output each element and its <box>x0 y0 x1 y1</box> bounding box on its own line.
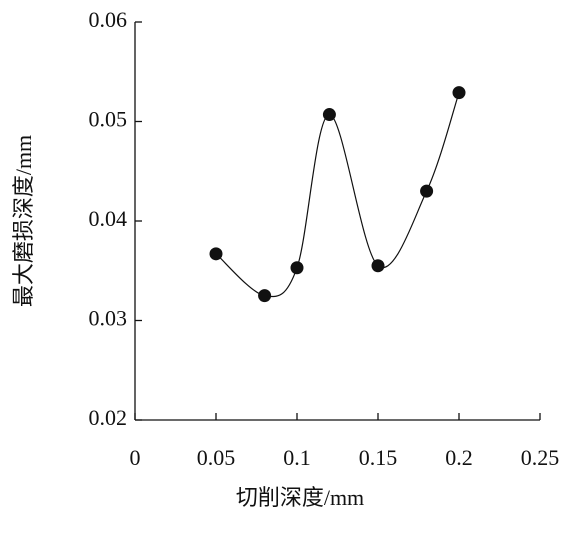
x-axis-label: 切削深度/mm <box>236 485 364 510</box>
x-tick-label: 0.1 <box>283 445 311 470</box>
x-tick-label: 0 <box>130 445 141 470</box>
data-point <box>290 261 304 275</box>
x-tick-label: 0.05 <box>197 445 236 470</box>
y-tick-label: 0.03 <box>89 306 128 331</box>
y-tick-label: 0.04 <box>89 206 128 231</box>
x-tick-label: 0.2 <box>445 445 473 470</box>
data-point <box>452 86 466 100</box>
x-tick-label: 0.15 <box>359 445 398 470</box>
y-tick-label: 0.06 <box>89 7 128 32</box>
data-point <box>322 108 336 122</box>
data-point <box>209 247 223 261</box>
x-tick-label: 0.25 <box>521 445 560 470</box>
data-point <box>258 289 272 303</box>
y-tick-label: 0.05 <box>89 107 128 132</box>
y-tick-label: 0.02 <box>89 405 128 430</box>
data-point <box>371 259 385 273</box>
data-point <box>420 184 434 198</box>
y-axis-label: 最大磨损深度/mm <box>11 135 36 307</box>
